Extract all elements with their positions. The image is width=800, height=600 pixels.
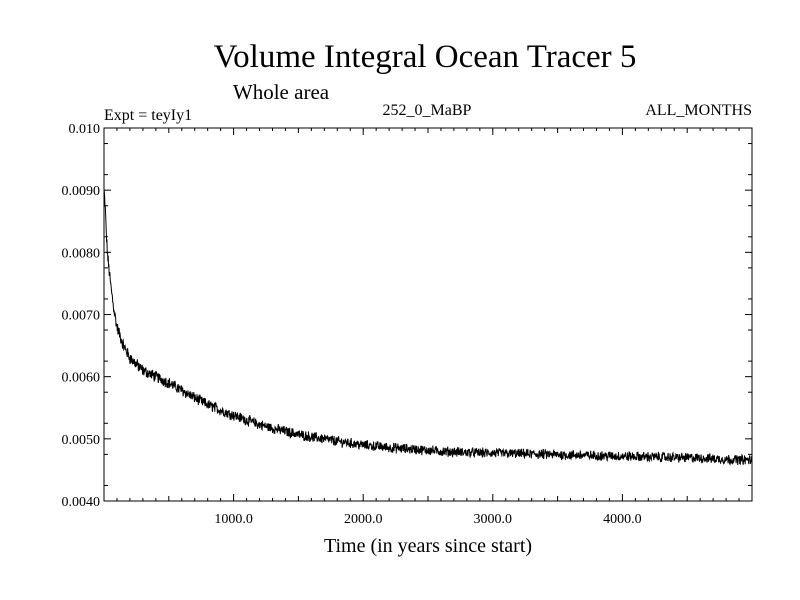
x-tick-label: 4000.0 xyxy=(603,512,642,527)
x-tick-label: 2000.0 xyxy=(344,512,383,527)
plot-frame xyxy=(103,127,753,502)
x-tick-label: 1000.0 xyxy=(214,512,253,527)
chart-subtitle: Whole area xyxy=(233,80,330,104)
y-axis-ticks: 0.0040 0.0050 0.0060 0.0070 0.0080 0.0090 0.01… xyxy=(62,122,752,510)
x-tick-label: 3000.0 xyxy=(474,512,513,527)
y-tick-label: 0.0080 xyxy=(62,246,101,261)
experiment-label: Expt = teyIy1 xyxy=(104,107,192,124)
x-axis-label: Time (in years since start) xyxy=(324,535,532,557)
y-tick-label: 0.0050 xyxy=(62,433,101,448)
y-tick-label: 0.0070 xyxy=(62,309,101,324)
months-label: ALL_MONTHS xyxy=(645,102,752,119)
x-axis-ticks: 1000.0 2000.0 3000.0 4000.0 xyxy=(116,128,740,527)
chart-title: Volume Integral Ocean Tracer 5 xyxy=(214,39,637,75)
y-tick-label: 0.0060 xyxy=(62,371,101,386)
y-tick-label: 0.0090 xyxy=(62,184,101,199)
y-tick-label: 0.0040 xyxy=(62,495,101,510)
y-tick-label: 0.010 xyxy=(69,122,101,137)
series-line xyxy=(103,189,753,466)
period-label: 252_0_MaBP xyxy=(383,102,472,119)
